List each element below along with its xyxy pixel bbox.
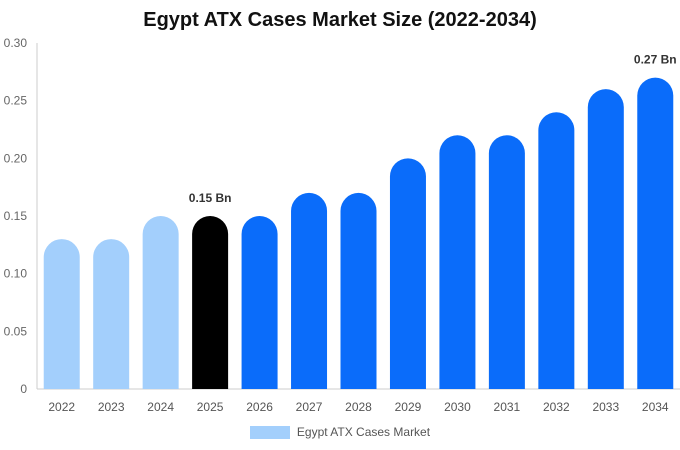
labels: 2022 2023 2024 2025 2026 2027 2028 2029 2030 2031… — [48, 53, 676, 414]
bar-2026 — [241, 216, 278, 389]
y-tick-label: 0.30 — [4, 36, 28, 50]
x-tick-label: 2030 — [444, 400, 471, 414]
data-label: 0.15 Bn — [189, 191, 232, 205]
y-tick-label: 0.25 — [4, 94, 28, 108]
legend-swatch — [249, 425, 290, 439]
x-tick-label: 2024 — [147, 400, 174, 414]
legend-label: Egypt ATX Cases Market — [296, 425, 431, 439]
x-tick-label: 2033 — [592, 400, 619, 414]
bars — [43, 77, 674, 389]
x-tick-label: 2023 — [98, 400, 125, 414]
legend: Egypt ATX Cases Market — [0, 425, 680, 439]
y-tick-label: 0 — [20, 382, 27, 396]
y-tick-label: 0.20 — [4, 151, 28, 165]
x-tick-label: 2027 — [296, 400, 323, 414]
chart-title: Egypt ATX Cases Market Size (2022-2034) — [143, 9, 537, 31]
data-label: 0.27 Bn — [634, 53, 677, 67]
bar-2025 — [192, 216, 229, 389]
bar-2030 — [439, 135, 476, 389]
x-tick-label: 2028 — [345, 400, 372, 414]
bar-2027 — [291, 192, 328, 389]
bar-2023 — [93, 239, 130, 389]
bar-2022 — [43, 239, 80, 389]
bar-2029 — [389, 158, 426, 389]
y-tick-label: 0.05 — [4, 324, 28, 338]
bar-2031 — [488, 135, 525, 389]
bar-2024 — [142, 216, 179, 389]
bar-2028 — [340, 192, 377, 389]
y-tick-label: 0.10 — [4, 267, 28, 281]
bar-2033 — [587, 89, 624, 389]
x-tick-label: 2031 — [494, 400, 521, 414]
bar-2032 — [538, 112, 575, 389]
y-tick-label: 0.15 — [4, 209, 28, 223]
x-tick-label: 2026 — [246, 400, 273, 414]
bar-2034 — [637, 77, 674, 389]
x-tick-label: 2032 — [543, 400, 570, 414]
x-tick-label: 2029 — [395, 400, 422, 414]
x-tick-label: 2025 — [197, 400, 224, 414]
x-tick-label: 2022 — [48, 400, 75, 414]
x-tick-label: 2034 — [642, 400, 669, 414]
